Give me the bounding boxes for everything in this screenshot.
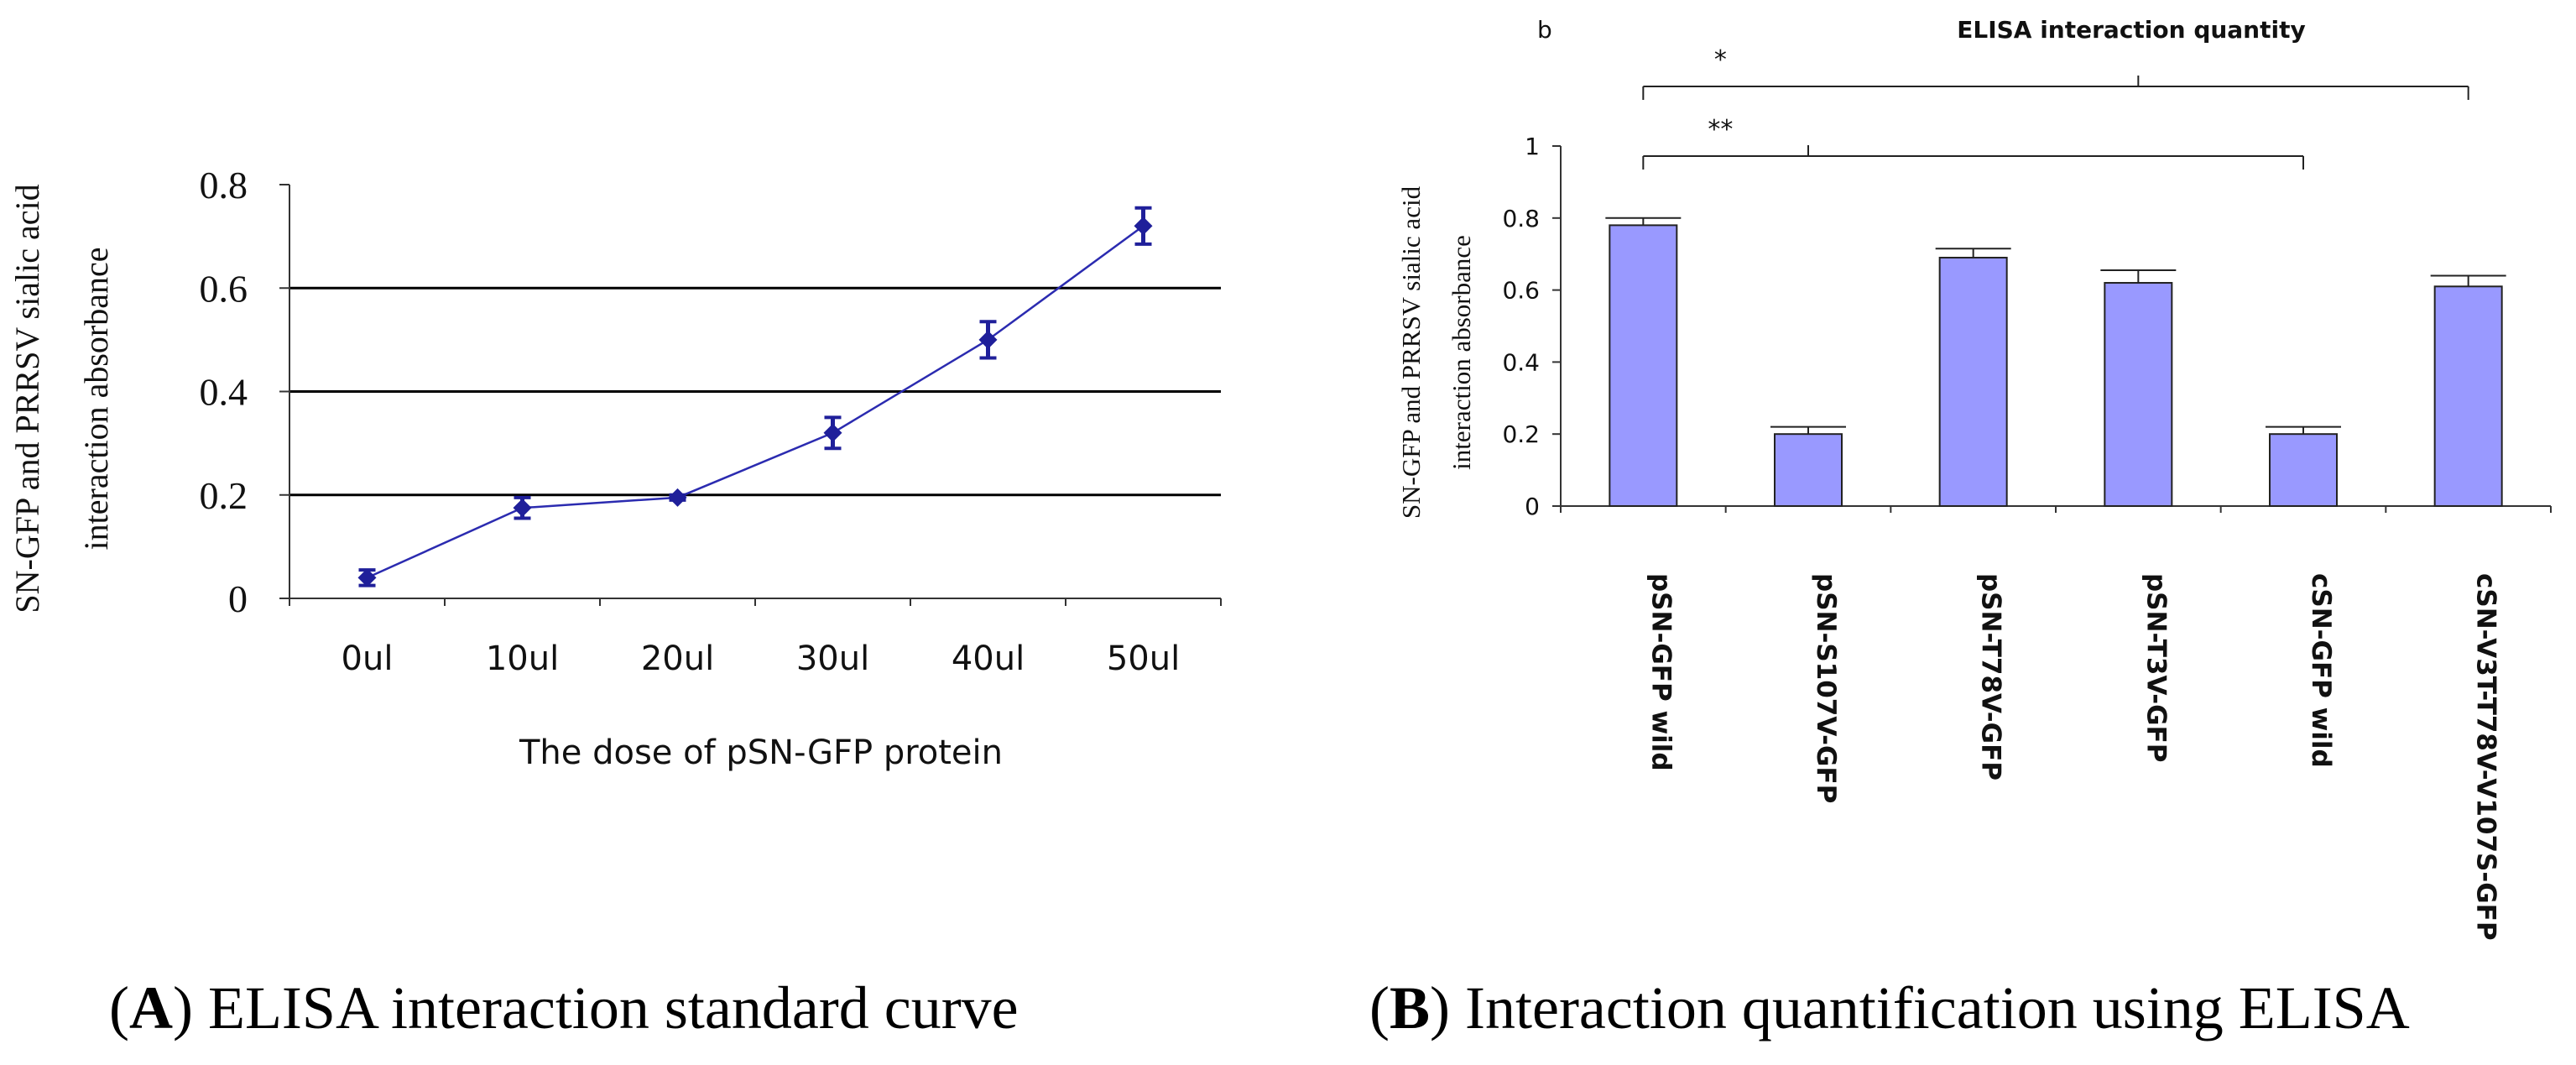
caption-a: (A) ELISA interaction standard curve bbox=[109, 974, 1019, 1042]
a-series bbox=[357, 206, 1153, 587]
b-bars bbox=[1605, 217, 2506, 508]
a-x-tick-label-4: 40ul bbox=[952, 640, 1025, 678]
b-y-axis-title-line-2: interaction absorbance bbox=[1447, 235, 1476, 470]
a-data-point-0 bbox=[357, 568, 377, 587]
a-data-point-3 bbox=[823, 423, 842, 442]
b-x-tick-label-4: cSN-GFP wild bbox=[2306, 573, 2336, 768]
b-bar-2 bbox=[1938, 256, 2008, 507]
a-y-tick-label-4: 0.8 bbox=[200, 164, 248, 206]
a-x-tick-label-1: 10ul bbox=[486, 640, 559, 678]
b-y-tick-label-5: 1 bbox=[1525, 133, 1540, 160]
a-data-point-4 bbox=[978, 330, 998, 349]
b-bar-5 bbox=[2433, 285, 2503, 507]
a-x-tick-label-3: 30ul bbox=[796, 640, 869, 678]
a-y-axis-title-line-1: SN-GFP and PRRSV sialic acid bbox=[8, 184, 46, 613]
a-data-point-1 bbox=[513, 499, 532, 518]
a-data-point-5 bbox=[1134, 217, 1153, 236]
a-data-point-2 bbox=[668, 488, 687, 507]
a-x-tick-label-2: 20ul bbox=[641, 640, 714, 678]
b-y-axis-title-line-1: SN-GFP and PRRSV sialic acid bbox=[1396, 185, 1426, 519]
chart-b: b ELISA interaction quantity 00.20.40.60… bbox=[1396, 16, 2552, 941]
b-bar-1 bbox=[1774, 433, 1843, 508]
b-x-ticks: pSN-GFP wild pSN-S107V-GFP pSN-T78V-GFP pSN… bbox=[1645, 573, 2500, 941]
a-y-tick-label-3: 0.6 bbox=[200, 267, 248, 310]
b-y-tick-label-0: 0 bbox=[1525, 493, 1540, 520]
b-bar-0 bbox=[1609, 224, 1678, 507]
a-y-tick-label-1: 0.2 bbox=[200, 474, 248, 517]
a-y-tick-label-2: 0.4 bbox=[200, 371, 248, 414]
b-sig-label-1: ** bbox=[1708, 115, 1733, 144]
a-y-axis-title-line-2: interaction absorbance bbox=[77, 248, 115, 551]
caption-b: (B) Interaction quantification using ELI… bbox=[1369, 974, 2410, 1042]
b-y-ticks: 0 0.2 0.4 0.6 0.8 1 bbox=[1502, 133, 1561, 520]
b-y-tick-label-1: 0.2 bbox=[1502, 420, 1540, 448]
b-y-tick-label-2: 0.4 bbox=[1502, 348, 1540, 376]
caption-a-letter: A bbox=[128, 974, 173, 1042]
b-x-tick-label-2: pSN-T78V-GFP bbox=[1976, 573, 2006, 780]
b-x-tick-label-0: pSN-GFP wild bbox=[1645, 573, 1676, 771]
a-series-line bbox=[366, 225, 1145, 579]
caption-b-letter: B bbox=[1389, 974, 1431, 1042]
b-x-tick-label-1: pSN-S107V-GFP bbox=[1811, 573, 1841, 803]
caption-a-text: ELISA interaction standard curve bbox=[207, 974, 1019, 1042]
b-panel-label: b bbox=[1537, 16, 1552, 44]
b-axes bbox=[1560, 146, 2552, 513]
a-x-axis-title: The dose of pSN-GFP protein bbox=[519, 733, 1003, 772]
b-bar-3 bbox=[2104, 282, 2173, 507]
b-sig-label-0: * bbox=[1714, 45, 1727, 75]
b-significance: *** bbox=[1642, 45, 2469, 170]
b-x-tick-label-3: pSN-T3V-GFP bbox=[2141, 573, 2171, 762]
b-chart-title: ELISA interaction quantity bbox=[1957, 16, 2306, 44]
b-y-tick-label-3: 0.6 bbox=[1502, 277, 1540, 305]
a-y-tick-label-0: 0 bbox=[228, 577, 248, 620]
chart-a: 0 0.2 0.4 0.6 0.8 0ul 10ul 20ul 30ul 40ul 50ul Th… bbox=[8, 164, 1222, 772]
b-y-tick-label-4: 0.8 bbox=[1502, 205, 1540, 232]
a-x-tick-label-5: 50ul bbox=[1107, 640, 1180, 678]
a-x-ticks: 0ul 10ul 20ul 30ul 40ul 50ul bbox=[342, 640, 1181, 678]
a-y-ticks: 0 0.2 0.4 0.6 0.8 bbox=[200, 164, 289, 620]
b-x-tick-label-5: cSN-V3T-T78V-V107S-GFP bbox=[2471, 573, 2501, 941]
a-x-tick-label-0: 0ul bbox=[342, 640, 394, 678]
b-bar-4 bbox=[2269, 433, 2338, 508]
a-gridlines bbox=[289, 286, 1221, 497]
a-axes bbox=[289, 185, 1222, 606]
caption-b-text: Interaction quantification using ELISA bbox=[1465, 974, 2410, 1042]
